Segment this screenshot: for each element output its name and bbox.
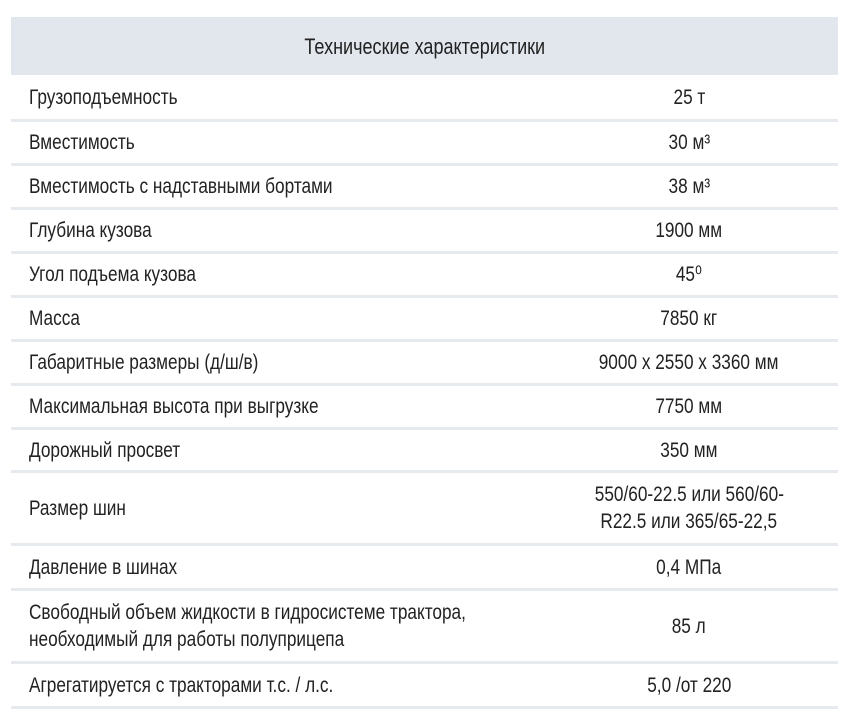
spec-table: Технические характеристики Грузоподъемно… xyxy=(11,17,838,709)
spec-value-line: R22.5 или 365/65-22,5 xyxy=(600,510,778,533)
spec-value: 5,0 /от 220 xyxy=(540,672,838,699)
spec-value: 85 л xyxy=(540,613,838,640)
table-row: Грузоподъемность 25 т xyxy=(11,75,838,122)
spec-value: 0,4 МПа xyxy=(540,554,838,581)
spec-value-line: 0,4 МПа xyxy=(656,555,722,579)
table-row: Агрегатируется с тракторами т.с. / л.с. 5… xyxy=(11,664,838,709)
spec-label-line: Размер шин xyxy=(29,496,126,520)
table-row: Габаритные размеры (д/ш/в) 9000 x 2550 x … xyxy=(11,342,838,386)
spec-label: Вместимость xyxy=(11,129,540,156)
table-title: Технические характеристики xyxy=(304,33,545,59)
table-row: Вместимость 30 м³ xyxy=(11,122,838,166)
spec-value-line: 45⁰ xyxy=(675,263,703,286)
spec-value: 7750 мм xyxy=(540,393,838,420)
spec-label-line: Грузоподъемность xyxy=(29,85,178,109)
spec-label-line: Габаритные размеры (д/ш/в) xyxy=(29,351,259,374)
table-row: Свободный объем жидкости в гидросистеме … xyxy=(11,591,838,664)
spec-label: Агрегатируется с тракторами т.с. / л.с. xyxy=(11,672,540,699)
spec-value: 1900 мм xyxy=(540,217,838,244)
spec-value-line: 550/60-22.5 или 560/60- xyxy=(594,483,784,506)
table-row: Давление в шинах 0,4 МПа xyxy=(11,546,838,591)
table-row: Глубина кузова 1900 мм xyxy=(11,210,838,254)
table-row: Вместимость с надставными бортами 38 м³ xyxy=(11,166,838,210)
spec-value-line: 7750 мм xyxy=(655,395,723,418)
spec-label: Дорожный просвет xyxy=(11,437,540,464)
spec-label: Угол подъема кузова xyxy=(11,261,540,288)
table-row: Максимальная высота при выгрузке 7750 мм xyxy=(11,386,838,430)
spec-value-line: 85 л xyxy=(671,614,706,638)
spec-label: Давление в шинах xyxy=(11,554,540,581)
spec-label-line: Свободный объем жидкости в гидросистеме … xyxy=(29,601,466,624)
spec-value-line: 9000 x 2550 x 3360 мм xyxy=(599,351,779,374)
spec-value: 550/60-22.5 или 560/60- R22.5 или 365/65-… xyxy=(540,481,838,535)
spec-label-line: Глубина кузова xyxy=(29,219,152,242)
spec-label-line: Максимальная высота при выгрузке xyxy=(29,395,319,418)
spec-label-line: Вместимость с надставными бортами xyxy=(29,175,333,198)
spec-value: 25 т xyxy=(540,84,838,111)
spec-value: 9000 x 2550 x 3360 мм xyxy=(540,349,838,376)
spec-label: Максимальная высота при выгрузке xyxy=(11,393,540,420)
spec-label-line: Масса xyxy=(29,307,80,330)
spec-label: Масса xyxy=(11,305,540,332)
spec-value-line: 38 м³ xyxy=(668,175,710,198)
spec-value: 7850 кг xyxy=(540,305,838,332)
spec-label: Глубина кузова xyxy=(11,217,540,244)
spec-value-line: 1900 мм xyxy=(655,219,723,242)
spec-value-line: 350 мм xyxy=(660,438,718,462)
spec-value-line: 25 т xyxy=(673,85,705,109)
spec-value: 45⁰ xyxy=(540,261,838,288)
spec-value: 350 мм xyxy=(540,437,838,464)
spec-label-line: Агрегатируется с тракторами т.с. / л.с. xyxy=(29,673,334,697)
spec-label-line: Угол подъема кузова xyxy=(29,263,196,286)
spec-label: Вместимость с надставными бортами xyxy=(11,173,540,200)
spec-label: Свободный объем жидкости в гидросистеме … xyxy=(11,599,540,653)
table-row: Масса 7850 кг xyxy=(11,298,838,342)
spec-value: 30 м³ xyxy=(540,129,838,156)
spec-label-line: Дорожный просвет xyxy=(29,438,181,462)
spec-label-line: необходимый для работы полуприцепа xyxy=(29,628,345,651)
spec-value-line: 30 м³ xyxy=(668,131,710,154)
table-row: Угол подъема кузова 45⁰ xyxy=(11,254,838,298)
table-header: Технические характеристики xyxy=(11,17,838,75)
table-row: Размер шин 550/60-22.5 или 560/60- R22.5 и… xyxy=(11,473,838,546)
spec-label: Габаритные размеры (д/ш/в) xyxy=(11,349,540,376)
spec-label-line: Вместимость xyxy=(29,131,135,154)
spec-value-line: 5,0 /от 220 xyxy=(646,673,732,697)
table-row: Дорожный просвет 350 мм xyxy=(11,430,838,473)
spec-value-line: 7850 кг xyxy=(660,307,718,330)
spec-label: Размер шин xyxy=(11,495,540,522)
spec-label: Грузоподъемность xyxy=(11,84,540,111)
spec-value: 38 м³ xyxy=(540,173,838,200)
spec-label-line: Давление в шинах xyxy=(29,555,178,579)
